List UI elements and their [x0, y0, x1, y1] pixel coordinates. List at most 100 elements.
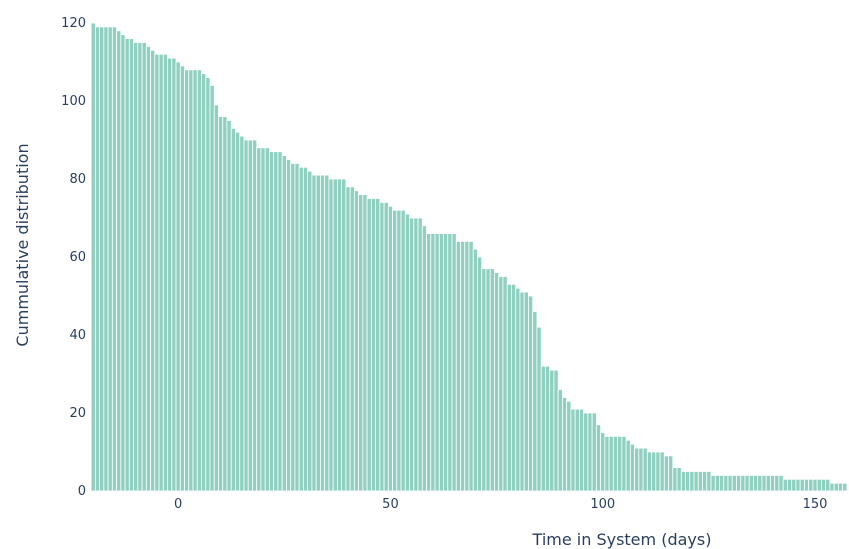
- bar-80: [430, 233, 436, 492]
- bar-117: [587, 412, 593, 492]
- bar-13: [145, 46, 151, 492]
- bar-135: [663, 455, 669, 492]
- bar-91: [477, 256, 483, 492]
- bar-114: [574, 408, 580, 492]
- bar-161: [774, 474, 780, 492]
- bar-121: [604, 435, 610, 492]
- bar-139: [680, 471, 686, 492]
- bar-36: [243, 139, 249, 492]
- bar-164: [787, 478, 793, 492]
- bar-77: [417, 217, 423, 492]
- x-tick-label-2: 100: [590, 497, 615, 512]
- bar-150: [727, 474, 733, 492]
- y-tick-label-6: 120: [61, 16, 86, 31]
- bar-58: [336, 178, 343, 492]
- bar-116: [583, 412, 589, 492]
- bar-142: [693, 471, 699, 492]
- bar-23: [188, 69, 194, 492]
- bar-149: [723, 474, 729, 492]
- bar-25: [196, 69, 202, 492]
- bar-104: [532, 311, 538, 492]
- bar-53: [315, 174, 321, 492]
- bar-97: [502, 276, 508, 492]
- bar-112: [566, 400, 572, 492]
- y-axis-title: Cummulative distribution: [13, 143, 32, 346]
- bar-157: [757, 474, 763, 492]
- bar-124: [617, 435, 623, 492]
- bar-83: [443, 233, 449, 492]
- bar-101: [519, 291, 525, 492]
- bar-59: [341, 178, 347, 492]
- bar-54: [319, 174, 326, 492]
- bar-146: [710, 474, 716, 492]
- bar-30: [218, 116, 224, 492]
- bars-layer: [90, 22, 848, 492]
- x-axis-title: Time in System (days): [532, 530, 712, 549]
- bar-168: [804, 478, 810, 492]
- x-tick-label-3: 150: [803, 497, 828, 512]
- x-tick-label-1: 50: [382, 497, 399, 512]
- bar-57: [332, 178, 338, 492]
- bar-12: [141, 42, 147, 492]
- bar-145: [706, 471, 712, 492]
- bar-61: [349, 186, 355, 492]
- bar-171: [816, 478, 822, 492]
- bar-141: [689, 471, 695, 492]
- bar-43: [273, 151, 279, 492]
- bar-154: [744, 474, 750, 492]
- bar-51: [307, 170, 313, 492]
- bar-99: [511, 283, 517, 492]
- bar-0: [90, 22, 96, 492]
- bar-169: [808, 478, 814, 492]
- bar-76: [413, 217, 419, 492]
- bar-98: [506, 283, 512, 492]
- bar-18: [167, 57, 173, 492]
- bar-174: [829, 482, 835, 492]
- bar-78: [421, 225, 427, 492]
- bar-147: [714, 474, 720, 492]
- bar-33: [230, 127, 236, 492]
- bar-55: [324, 174, 330, 492]
- bar-158: [761, 474, 767, 492]
- bar-15: [154, 53, 160, 492]
- y-axis-ticks: 0 20 40 60 80 100 120: [61, 16, 86, 499]
- bar-62: [353, 190, 360, 492]
- bar-110: [557, 389, 563, 492]
- bar-46: [286, 159, 292, 492]
- x-tick-label-0: 0: [174, 497, 182, 512]
- y-tick-label-4: 80: [69, 172, 86, 187]
- bar-17: [162, 53, 168, 492]
- bar-175: [833, 482, 839, 492]
- bar-177: [842, 482, 848, 492]
- bar-67: [375, 198, 381, 492]
- bar-2: [99, 26, 105, 492]
- bar-28: [209, 85, 215, 492]
- bar-144: [702, 471, 708, 492]
- bar-50: [303, 166, 309, 492]
- bar-153: [740, 474, 746, 492]
- bar-100: [515, 287, 521, 492]
- bar-94: [489, 268, 495, 492]
- bar-170: [812, 478, 818, 492]
- bar-119: [595, 424, 602, 492]
- bar-87: [460, 240, 466, 492]
- bar-113: [570, 408, 576, 492]
- bar-96: [498, 276, 504, 492]
- bar-120: [600, 432, 606, 492]
- bar-108: [549, 369, 555, 492]
- bar-21: [179, 65, 185, 492]
- bar-176: [837, 482, 844, 492]
- bar-148: [719, 474, 725, 492]
- bar-11: [137, 42, 143, 492]
- bar-103: [528, 295, 534, 492]
- bar-133: [655, 451, 661, 492]
- bar-4: [107, 26, 113, 492]
- bar-10: [133, 42, 139, 492]
- bar-31: [222, 116, 228, 492]
- bar-138: [676, 467, 682, 492]
- bar-165: [791, 478, 797, 492]
- bar-93: [485, 268, 491, 492]
- bar-129: [638, 447, 644, 492]
- bar-19: [171, 57, 177, 492]
- bar-52: [311, 174, 317, 492]
